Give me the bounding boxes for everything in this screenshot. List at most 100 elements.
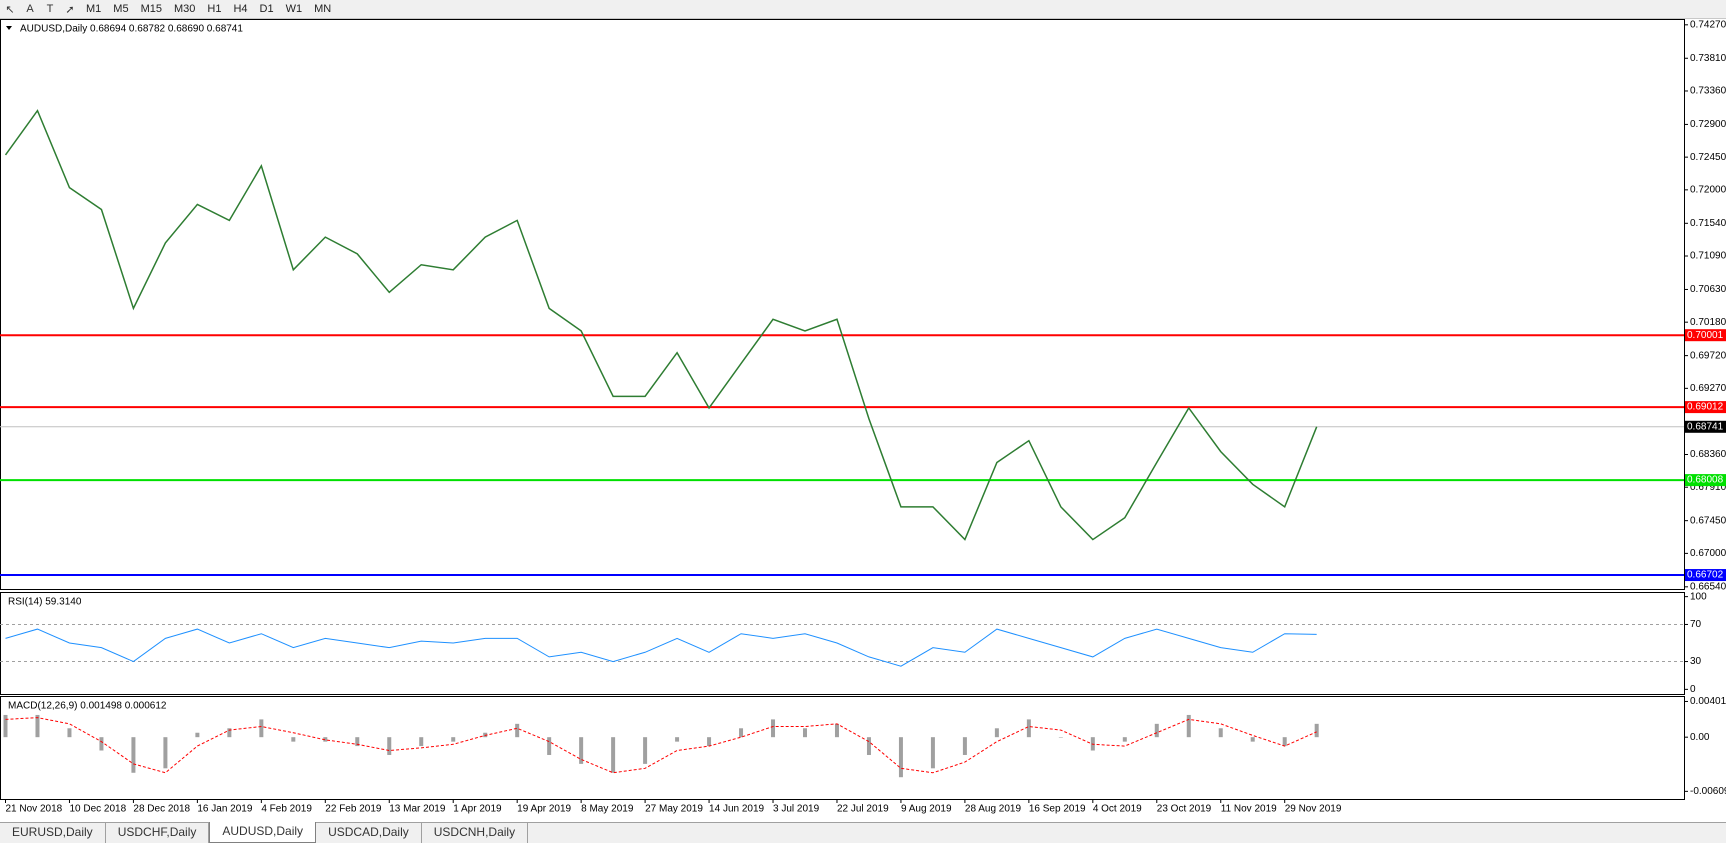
macd-bar <box>1218 728 1223 738</box>
macd-bar <box>962 737 967 755</box>
timeframe-button[interactable]: MN <box>314 3 332 15</box>
macd-bar <box>227 728 232 738</box>
macd-bar <box>195 732 200 738</box>
timeframe-button[interactable]: M30 <box>173 3 196 15</box>
macd-bar <box>611 737 616 773</box>
macd-bar <box>579 737 584 764</box>
x-tick-label: 9 Aug 2019 <box>901 804 952 815</box>
y-tick-label: 0.69720 <box>1690 350 1726 361</box>
label-tool[interactable]: T <box>46 3 54 15</box>
macd-bar <box>994 728 999 738</box>
macd-bar <box>1282 737 1287 747</box>
level-label: 0.66702 <box>1687 570 1724 581</box>
pane-frame <box>0 592 1685 695</box>
macd-bar <box>803 728 807 738</box>
y-tick-label: 0.72900 <box>1690 119 1726 130</box>
macd-bar <box>834 723 839 738</box>
y-tick-label: 0.70180 <box>1690 317 1726 328</box>
y-tick-label: 0.71540 <box>1690 218 1726 229</box>
pane-frame <box>0 696 1685 800</box>
timeframe-button[interactable]: M1 <box>86 3 102 15</box>
y-tick-label: 0.70630 <box>1690 284 1726 295</box>
level-label-bg <box>1685 329 1726 342</box>
x-tick-label: 22 Feb 2019 <box>325 804 382 815</box>
macd-bar <box>1250 737 1255 742</box>
macd-bar <box>323 737 328 742</box>
timeframe-button[interactable]: W1 <box>285 3 303 15</box>
y-tick-label: 70 <box>1690 619 1702 630</box>
level-label: 0.70001 <box>1687 330 1724 341</box>
y-tick-label: 0.004017 <box>1690 696 1726 707</box>
macd-bar <box>547 737 552 755</box>
macd-bar <box>707 737 712 747</box>
text-tool[interactable]: A <box>26 3 34 15</box>
y-tick-label: 100 <box>1690 591 1707 602</box>
timeframe-button[interactable]: M15 <box>140 3 162 15</box>
chart-tab[interactable]: USDCNH,Daily <box>422 823 529 843</box>
y-tick-label: 0.67000 <box>1690 548 1726 559</box>
timeframe-button[interactable]: H4 <box>233 3 248 15</box>
macd-bar <box>1314 723 1319 738</box>
macd-bar <box>163 737 168 769</box>
x-tick-label: 29 Nov 2019 <box>1285 804 1342 815</box>
pane-frame <box>0 19 1685 590</box>
x-tick-label: 11 Nov 2019 <box>1221 804 1277 815</box>
x-tick-label: 1 Apr 2019 <box>453 804 502 815</box>
indicator-title: MACD(12,26,9) 0.001498 0.000612 <box>8 701 167 712</box>
level-label-bg <box>1685 474 1726 487</box>
level-label-bg <box>1685 401 1726 414</box>
timeframe-button[interactable]: M5 <box>113 3 129 15</box>
x-tick-label: 8 May 2019 <box>581 804 634 815</box>
timeframe-button[interactable]: H1 <box>207 3 222 15</box>
timeframe-button[interactable]: D1 <box>259 3 274 15</box>
y-tick-label: 0.74270 <box>1690 19 1726 30</box>
x-tick-label: 22 Jul 2019 <box>837 804 889 815</box>
macd-bar <box>3 714 8 738</box>
y-tick-label: 0.67450 <box>1690 515 1726 526</box>
title-arrow <box>6 26 12 30</box>
x-tick-label: 16 Jan 2019 <box>197 804 252 815</box>
macd-bar <box>259 719 264 738</box>
y-tick-label: 0.67910 <box>1690 482 1726 493</box>
chart-tab[interactable]: USDCHF,Daily <box>106 823 210 843</box>
chart-tab[interactable]: USDCAD,Daily <box>316 823 422 843</box>
y-tick-label: 0.00 <box>1690 732 1710 743</box>
indicator-title: AUDUSD,Daily 0.68694 0.68782 0.68690 0.6… <box>20 24 243 35</box>
macd-bar <box>355 737 360 747</box>
chart-tab[interactable]: EURUSD,Daily <box>0 823 106 843</box>
x-tick-label: 19 Apr 2019 <box>517 804 571 815</box>
macd-bar <box>1186 714 1191 738</box>
y-tick-label: 0.68360 <box>1690 449 1726 460</box>
x-tick-label: 23 Oct 2019 <box>1157 804 1212 815</box>
current-price-label: 0.68741 <box>1687 421 1724 432</box>
macd-bar <box>515 723 520 738</box>
x-tick-label: 3 Jul 2019 <box>773 804 820 815</box>
level-label: 0.69012 <box>1687 402 1724 413</box>
y-tick-label: 0.73360 <box>1690 86 1726 97</box>
macd-bar <box>771 719 776 738</box>
tab-bar: EURUSD,Daily USDCHF,Daily AUDUSD,Daily USDC… <box>0 822 1726 843</box>
macd-bar <box>451 737 456 742</box>
x-tick-label: 27 May 2019 <box>645 804 703 815</box>
macd-bar <box>419 737 424 747</box>
y-tick-label: 0.72450 <box>1690 152 1726 163</box>
x-tick-label: 4 Feb 2019 <box>261 804 312 815</box>
level-label: 0.68008 <box>1687 475 1724 486</box>
arrow-tool[interactable]: ➚ <box>65 3 75 16</box>
macd-bar <box>898 737 903 778</box>
price-line <box>4 109 1318 541</box>
toolbar: ↖ A T ➚ M1 M5 M15 M30 H1 H4 D1 W1 MN <box>0 0 1726 19</box>
cursor-tool[interactable]: ↖ <box>5 3 15 16</box>
chart-tab[interactable]: AUDUSD,Daily <box>209 822 317 843</box>
rsi-line <box>5 628 1317 667</box>
y-tick-label: 0.72000 <box>1690 184 1726 195</box>
macd-bar <box>1154 723 1159 738</box>
macd-bar <box>67 728 72 738</box>
x-tick-label: 21 Nov 2018 <box>6 804 63 815</box>
macd-bar <box>739 728 744 738</box>
x-tick-label: 28 Aug 2019 <box>965 804 1022 815</box>
x-tick-label: 10 Dec 2018 <box>69 804 126 815</box>
macd-bar <box>1026 719 1031 738</box>
macd-bar <box>930 737 935 769</box>
